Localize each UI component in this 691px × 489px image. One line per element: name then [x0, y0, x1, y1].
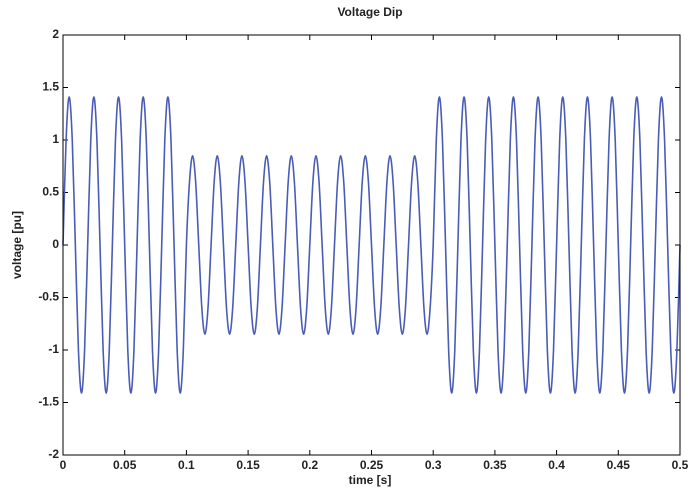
signal-line [62, 96, 681, 394]
y-tick-label: 1 [52, 132, 59, 146]
x-tick-label: 0.4 [548, 458, 565, 472]
x-tick-label: 0.05 [113, 458, 137, 472]
y-tick-label: -1 [48, 342, 59, 356]
y-tick-label: -1.5 [38, 395, 59, 409]
y-tick-label: 0.5 [42, 185, 59, 199]
x-tick-label: 0.35 [483, 458, 507, 472]
y-axis-label: voltage [pu] [10, 211, 24, 279]
x-axis-label: time [s] [349, 473, 392, 487]
x-tick-label: 0.45 [607, 458, 631, 472]
y-tick-label: 0 [52, 237, 59, 251]
plot-frame [62, 34, 681, 456]
x-tick-label: 0.1 [178, 458, 195, 472]
x-tick-label: 0.15 [236, 458, 260, 472]
y-tick-label: 2 [52, 27, 59, 41]
x-tick-label: 0.3 [425, 458, 442, 472]
y-tick-label: 1.5 [42, 80, 59, 94]
y-tick-label: -2 [48, 447, 59, 461]
chart-title: Voltage Dip [337, 5, 402, 19]
y-tick-label: -0.5 [38, 290, 59, 304]
x-tick-label: 0.25 [360, 458, 384, 472]
x-tick-label: 0 [60, 458, 67, 472]
x-tick-label: 0.5 [672, 458, 689, 472]
x-tick-label: 0.2 [301, 458, 318, 472]
